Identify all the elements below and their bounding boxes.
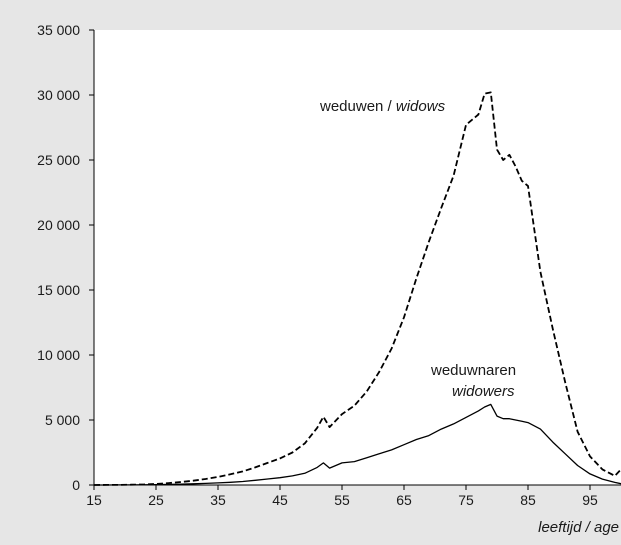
- y-tick-label: 30 000: [37, 87, 80, 103]
- x-tick-label: 75: [458, 492, 474, 508]
- y-tick-label: 15 000: [37, 282, 80, 298]
- series-line-widows: [93, 91, 621, 486]
- series-line-widowers: [94, 403, 621, 486]
- plot-area: [94, 30, 621, 485]
- y-tick-label: 20 000: [37, 217, 80, 233]
- x-tick-label: 45: [272, 492, 288, 508]
- x-tick-label: 95: [582, 492, 598, 508]
- x-tick-label: 35: [210, 492, 226, 508]
- y-tick-label: 35 000: [37, 22, 80, 38]
- series-label-widows: weduwen / widows: [319, 98, 446, 115]
- x-tick-label: 15: [86, 492, 102, 508]
- y-tick-label: 25 000: [37, 152, 80, 168]
- series-label-widowers: weduwnaren: [430, 362, 516, 379]
- y-tick-label: 5 000: [45, 412, 80, 428]
- axis-layer: [89, 29, 621, 490]
- y-tick-label: 10 000: [37, 347, 80, 363]
- x-axis-label: leeftijd / age: [538, 519, 619, 536]
- x-tick-label: 55: [334, 492, 350, 508]
- x-tick-label: 85: [520, 492, 536, 508]
- tick-labels: 0 5 000 10 000 15 000 20 000 25 000 30 000 35 0…: [37, 22, 598, 508]
- x-tick-label: 65: [396, 492, 412, 508]
- x-tick-label: 25: [148, 492, 164, 508]
- series-label-widowers-italic: widowers: [452, 383, 515, 400]
- series-layer: [93, 91, 621, 486]
- y-tick-label: 0: [72, 477, 80, 493]
